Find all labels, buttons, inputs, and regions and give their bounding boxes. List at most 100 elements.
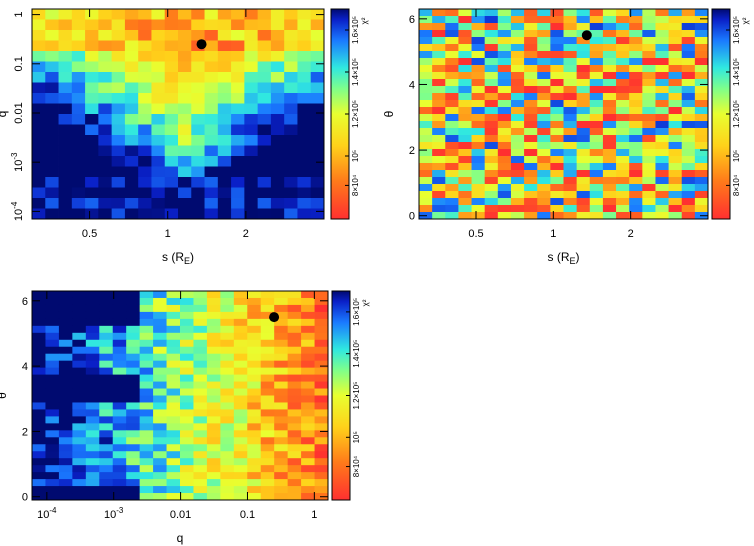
heatmap-cell bbox=[164, 135, 179, 146]
heatmap-cell bbox=[270, 156, 285, 167]
heatmap-cell bbox=[164, 19, 179, 31]
heatmap-cell bbox=[497, 142, 512, 150]
heatmap-cell bbox=[126, 367, 141, 375]
heatmap-cell bbox=[98, 40, 113, 52]
heatmap-cell bbox=[629, 212, 643, 220]
heatmap-cell bbox=[458, 72, 472, 80]
heatmap-cell bbox=[655, 79, 669, 87]
heatmap-cell bbox=[314, 374, 329, 382]
heatmap-cell bbox=[72, 339, 87, 348]
heatmap-cell bbox=[497, 51, 512, 59]
heatmap-cell bbox=[247, 430, 262, 438]
heatmap-cell bbox=[589, 191, 604, 199]
heatmap-cell bbox=[432, 205, 446, 213]
heatmap-cell bbox=[112, 325, 127, 334]
heatmap-cell bbox=[668, 65, 683, 73]
heatmap-cell bbox=[301, 486, 315, 494]
heatmap-cell bbox=[257, 177, 272, 188]
heatmap-cell bbox=[217, 30, 232, 41]
heatmap-cell bbox=[166, 304, 181, 313]
heatmap-cell bbox=[244, 40, 259, 52]
heatmap-cell bbox=[247, 388, 262, 396]
heatmap-cell bbox=[310, 156, 325, 167]
heatmap-cell bbox=[301, 360, 315, 369]
heatmap-cell bbox=[45, 332, 60, 341]
heatmap-cell bbox=[642, 30, 656, 38]
heatmap-cell bbox=[85, 318, 100, 327]
heatmap-cell bbox=[45, 82, 59, 94]
heatmap-cell bbox=[287, 479, 302, 487]
heatmap-cell bbox=[681, 65, 696, 73]
heatmap-cell bbox=[260, 325, 275, 334]
heatmap-cell bbox=[419, 114, 433, 122]
heatmap-cell bbox=[310, 177, 325, 188]
heatmap-cell bbox=[220, 291, 235, 299]
heatmap-cell bbox=[510, 198, 525, 206]
heatmap-cell bbox=[419, 107, 433, 115]
heatmap-cell bbox=[193, 325, 208, 334]
heatmap-cell bbox=[244, 103, 259, 115]
heatmap-cell bbox=[85, 19, 99, 31]
heatmap-cell bbox=[244, 30, 259, 41]
heatmap-cell bbox=[589, 212, 604, 220]
heatmap-cell bbox=[32, 367, 46, 375]
heatmap-cell bbox=[32, 61, 46, 73]
heatmap-cell bbox=[45, 93, 59, 104]
heatmap-cell bbox=[694, 58, 709, 66]
heatmap-cell bbox=[260, 353, 275, 362]
heatmap-cell bbox=[58, 346, 73, 355]
heatmap-cell bbox=[445, 100, 459, 108]
heatmap-cell bbox=[576, 184, 591, 192]
heatmap-cell bbox=[217, 187, 232, 199]
heatmap-cell bbox=[112, 297, 127, 306]
heatmap-cell bbox=[524, 23, 538, 31]
heatmap-cell bbox=[180, 367, 194, 375]
heatmap-cell bbox=[445, 16, 459, 24]
heatmap-cell bbox=[550, 30, 564, 38]
heatmap-cell bbox=[45, 72, 59, 83]
heatmap-cell bbox=[124, 61, 139, 73]
heatmap-cell bbox=[45, 416, 60, 424]
colorbar-label: χ² bbox=[361, 299, 370, 306]
heatmap-cell bbox=[85, 493, 100, 501]
heatmap-cell bbox=[257, 19, 272, 31]
heatmap-cell bbox=[589, 86, 604, 94]
heatmap-cell bbox=[287, 374, 302, 382]
heatmap-cell bbox=[616, 198, 630, 206]
heatmap-cell bbox=[524, 65, 538, 73]
heatmap-cell bbox=[642, 65, 656, 73]
heatmap-cell bbox=[139, 318, 154, 327]
heatmap-cell bbox=[270, 93, 285, 104]
heatmap-cell bbox=[576, 177, 591, 185]
heatmap-cell bbox=[138, 135, 152, 146]
heatmap-cell bbox=[71, 124, 86, 136]
heatmap-cell bbox=[45, 374, 60, 382]
heatmap-cell bbox=[284, 208, 298, 220]
heatmap-cell bbox=[681, 198, 696, 206]
heatmap-cell bbox=[563, 72, 578, 80]
heatmap-cell bbox=[642, 79, 656, 87]
heatmap-cell bbox=[112, 465, 127, 473]
heatmap-cell bbox=[193, 353, 208, 362]
heatmap-cell bbox=[681, 184, 696, 192]
x-tick-label: 1 bbox=[550, 228, 556, 240]
heatmap-cell bbox=[432, 149, 446, 157]
heatmap-cell bbox=[166, 423, 181, 431]
heatmap-cell bbox=[681, 170, 696, 178]
heatmap-cell bbox=[297, 40, 312, 52]
heatmap-cell bbox=[139, 486, 154, 494]
heatmap-cell bbox=[445, 177, 459, 185]
heatmap-cell bbox=[602, 9, 617, 17]
heatmap-cell bbox=[484, 51, 499, 59]
heatmap-cell bbox=[310, 135, 325, 146]
heatmap-cell bbox=[497, 23, 512, 31]
heatmap-cell bbox=[45, 9, 59, 20]
heatmap-cell bbox=[458, 30, 472, 38]
heatmap-cell bbox=[616, 212, 630, 220]
heatmap-cell bbox=[270, 61, 285, 73]
heatmap-cell bbox=[32, 388, 46, 396]
heatmap-cell bbox=[668, 44, 683, 52]
heatmap-cell bbox=[694, 121, 709, 129]
heatmap-cell bbox=[257, 61, 272, 73]
heatmap-cell bbox=[139, 402, 154, 410]
